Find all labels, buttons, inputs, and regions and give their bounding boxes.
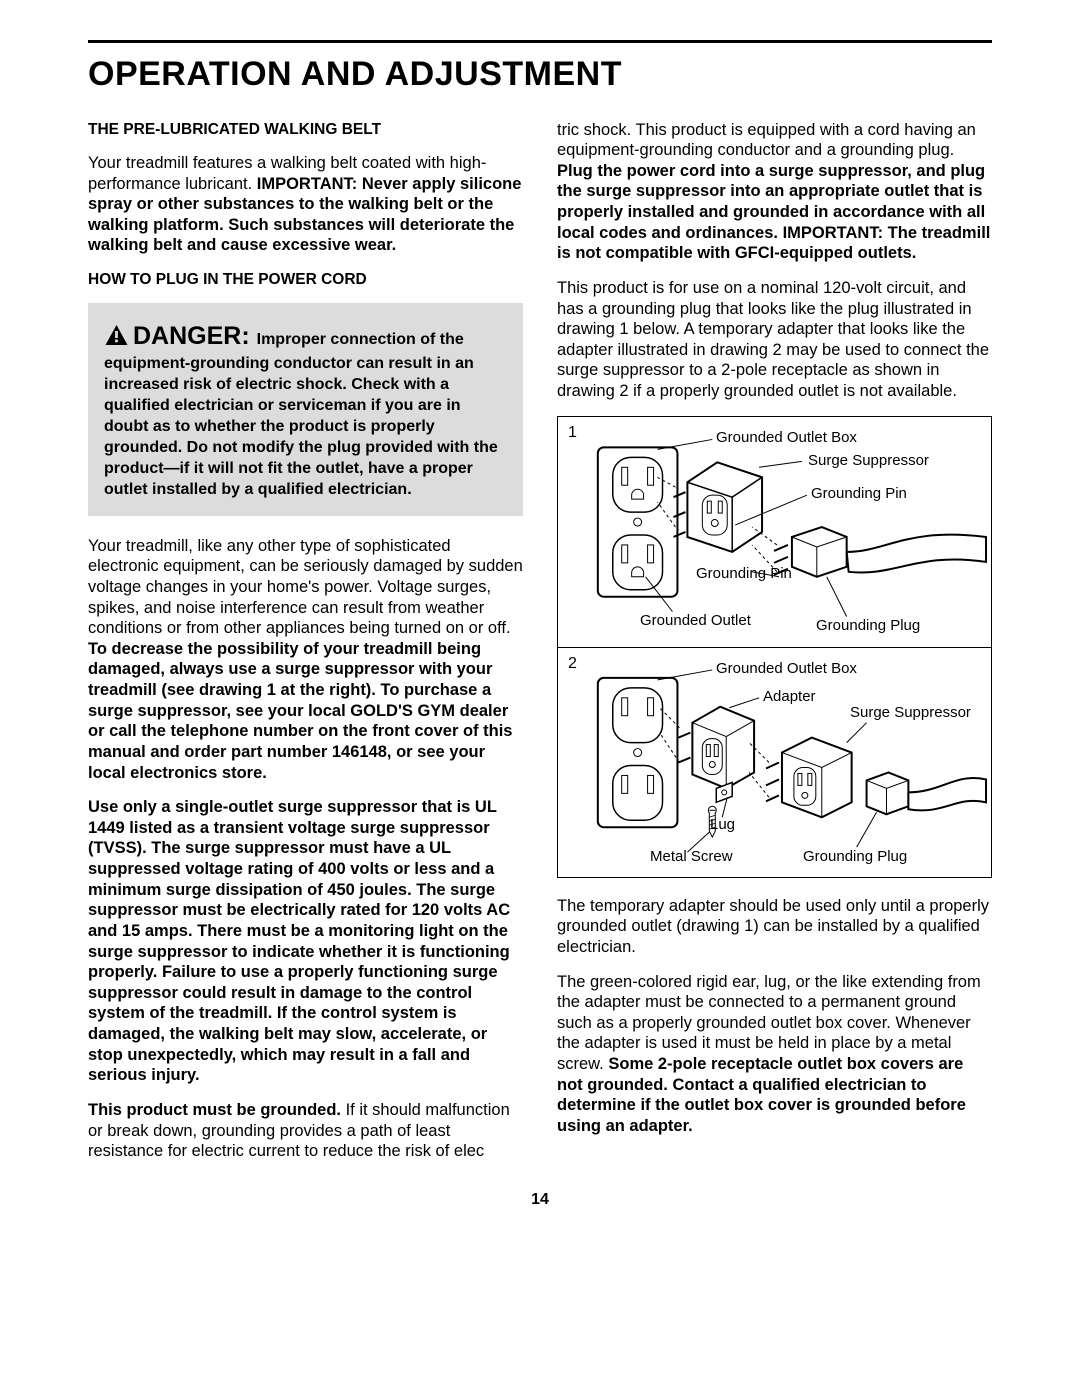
para-belt: Your treadmill features a walking belt c… <box>88 153 523 256</box>
lbl-metal-screw: Metal Screw <box>650 848 733 867</box>
para-surge-a: Your treadmill, like any other type of s… <box>88 537 523 638</box>
lbl-surge-suppressor-2: Surge Suppressor <box>850 704 971 723</box>
right-column: tric shock. This product is equipped wit… <box>557 120 992 1162</box>
left-column: THE PRE-LUBRICATED WALKING BELT Your tre… <box>88 120 523 1162</box>
lbl-grounding-pin-mid: Grounding Pin <box>696 565 792 584</box>
para-120v: This product is for use on a nominal 120… <box>557 278 992 402</box>
para-tric-a: tric shock. This product is equipped wit… <box>557 121 976 160</box>
subhead-belt: THE PRE-LUBRICATED WALKING BELT <box>88 120 523 139</box>
danger-text: Improper connection of the equipment-gro… <box>104 331 498 497</box>
diagram-1: 1 <box>558 417 991 647</box>
lbl-lug: Lug <box>710 816 735 835</box>
para-tric-b: Plug the power cord into a surge suppres… <box>557 162 990 263</box>
content-columns: THE PRE-LUBRICATED WALKING BELT Your tre… <box>88 120 992 1162</box>
diagram-2-num: 2 <box>568 654 577 674</box>
para-grounded-a: This product must be grounded. <box>88 1101 341 1119</box>
page-title: OPERATION AND ADJUSTMENT <box>88 53 992 96</box>
para-surge-b: To decrease the possibility of your trea… <box>88 640 512 782</box>
lbl-grounding-plug-2: Grounding Plug <box>803 848 907 867</box>
lbl-surge-suppressor-1: Surge Suppressor <box>808 452 929 471</box>
diagram-box: 1 <box>557 416 992 878</box>
para-tric: tric shock. This product is equipped wit… <box>557 120 992 264</box>
danger-word: DANGER: <box>133 322 250 350</box>
diagram-1-num: 1 <box>568 423 577 443</box>
diagram-2-svg <box>558 648 991 877</box>
lbl-grounding-plug-1: Grounding Plug <box>816 617 920 636</box>
lbl-grounded-outlet: Grounded Outlet <box>640 612 751 631</box>
top-rule <box>88 40 992 43</box>
page-number: 14 <box>88 1190 992 1210</box>
para-grounded: This product must be grounded. If it sho… <box>88 1100 523 1162</box>
warning-icon <box>104 324 129 346</box>
danger-box: DANGER: Improper connection of the equip… <box>88 303 523 515</box>
para-temp-adapter: The temporary adapter should be used onl… <box>557 896 992 958</box>
lbl-grounded-outlet-box-1: Grounded Outlet Box <box>716 429 857 448</box>
lbl-grounded-outlet-box-2: Grounded Outlet Box <box>716 660 857 679</box>
para-ul1449: Use only a single-outlet surge suppresso… <box>88 797 523 1086</box>
diagram-2: 2 <box>558 647 991 877</box>
para-green-lug: The green-colored rigid ear, lug, or the… <box>557 972 992 1137</box>
para-surge: Your treadmill, like any other type of s… <box>88 536 523 784</box>
para-green-lug-b: Some 2-pole receptacle outlet box covers… <box>557 1055 966 1135</box>
subhead-plug: HOW TO PLUG IN THE POWER CORD <box>88 270 523 289</box>
lbl-adapter: Adapter <box>763 688 816 707</box>
lbl-grounding-pin-top: Grounding Pin <box>811 485 907 504</box>
danger-heading: DANGER: <box>104 322 257 350</box>
